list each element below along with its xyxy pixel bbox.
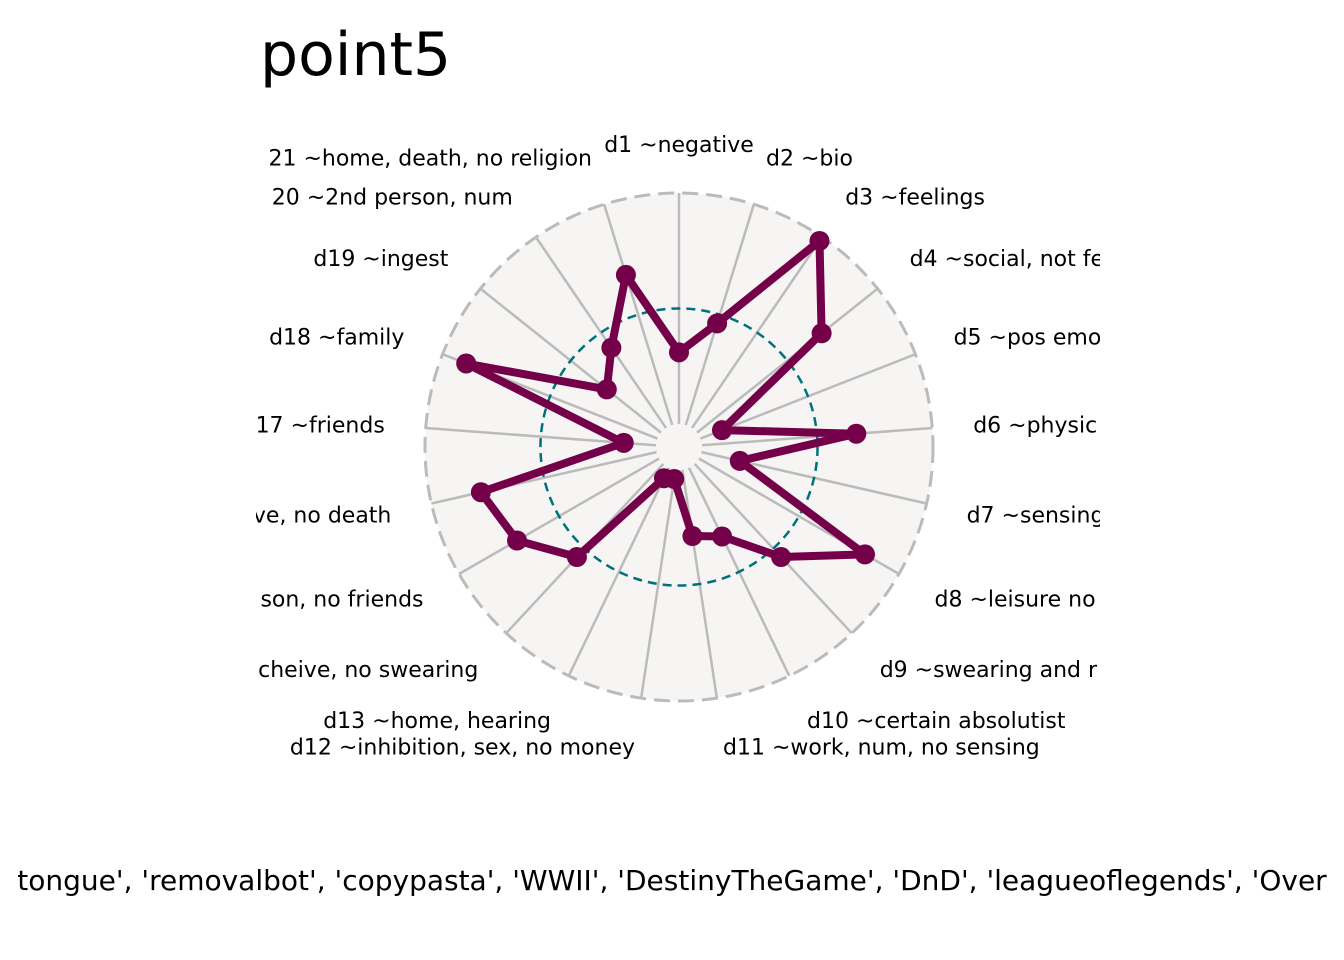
series-point [601,337,622,358]
spoke-line [696,287,879,434]
axis-label-21: 21 ~home, death, no religion [268,147,592,172]
series-point [711,420,732,441]
series-point [669,342,689,363]
spoke-line [431,450,657,505]
series-point [456,353,477,374]
axis-label-10: d10 ~certain absolutist [807,709,1066,734]
axis-label-12: d12 ~inhibition, sex, no money [290,736,635,761]
polar-background [425,193,933,701]
axis-label-3: d3 ~feelings [845,186,985,211]
axis-label-16: ve, no death [253,503,392,528]
series-line [462,237,869,561]
series-point [707,313,728,334]
outer-ring-circle [423,191,935,703]
axis-label-20: 20 ~2nd person, num [272,186,513,211]
axis-label-11: d11 ~work, num, no sensing [723,736,1040,761]
axis-label-15: son, no friends [260,588,423,613]
series-point [615,264,636,285]
axis-label-1: d1 ~negative [604,133,754,158]
series-point [771,547,792,568]
axis-label-6: d6 ~physic [973,413,1097,438]
series-point [470,482,491,503]
series-point [846,423,867,444]
axis-labels: d1 ~negative d2 ~bio d3 ~feelings d4 ~socia… [253,133,1105,761]
axis-label-5: d5 ~pos emo [954,325,1102,350]
series-point [566,547,587,568]
reference-ring [539,307,819,587]
chart-title: point5 [260,20,451,90]
series-point [811,323,832,344]
series-point [653,468,674,489]
reference-ring-circle [539,307,819,587]
chart-caption: tongue', 'removalbot', 'copypasta', 'WWI… [17,864,1327,897]
series-group [456,230,875,568]
axis-label-19: d19 ~ingest [313,247,448,272]
axis-label-13: d13 ~home, hearing [323,709,551,734]
axis-label-8: d8 ~leisure no [935,588,1096,613]
spoke-line [602,203,674,426]
spoke-line [567,467,671,677]
series-point [613,432,634,453]
spoke-line [639,469,677,699]
series-point [682,526,703,547]
series-point [712,526,733,547]
series-point [507,530,528,551]
series-point [854,544,875,565]
spoke-line [534,236,668,429]
polar-background-disc [425,193,933,701]
axis-label-9: d9 ~swearing and r [880,658,1098,683]
series-point [809,230,830,251]
series-point [596,379,617,400]
axis-label-4: d4 ~social, not fe [910,247,1104,272]
outer-ring [423,191,935,703]
axis-label-7: d7 ~sensing [967,503,1105,528]
series-point [729,450,750,471]
axis-label-18: d18 ~family [269,325,404,350]
axis-label-2: d2 ~bio [766,147,853,172]
axis-label-14: cheive, no swearing [258,658,478,683]
axis-label-17: 17 ~friends [256,413,385,438]
